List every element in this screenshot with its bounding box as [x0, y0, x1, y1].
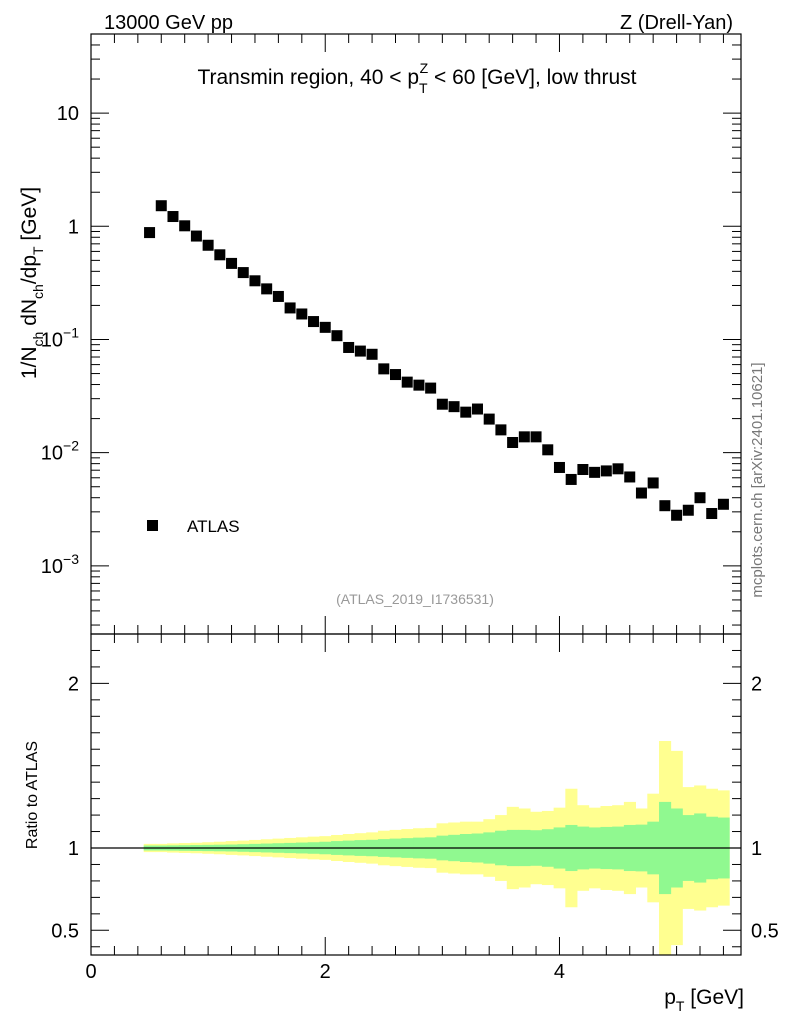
main-y-tick-label: 1 [68, 216, 79, 238]
data-point-atlas [483, 413, 495, 425]
data-point-atlas [717, 498, 729, 510]
data-point-atlas [635, 487, 647, 499]
data-point-atlas [354, 345, 366, 357]
data-point-atlas [378, 363, 390, 375]
ratio-axis-ticks [90, 634, 741, 955]
main-y-tick-label: 10−3 [41, 551, 79, 578]
data-point-atlas [507, 436, 519, 448]
data-point-atlas [448, 401, 460, 413]
data-point-atlas [518, 431, 530, 443]
data-point-atlas [214, 249, 226, 261]
data-point-atlas [144, 227, 156, 239]
data-point-atlas [706, 508, 718, 520]
ratio-y-tick-label-left: 0.5 [51, 920, 79, 942]
data-point-atlas [577, 464, 589, 476]
data-point-atlas [343, 341, 355, 353]
data-point-atlas [624, 471, 636, 483]
legend-label-atlas: ATLAS [187, 517, 240, 536]
watermark: mcplots.cern.ch [arXiv:2401.10621] [749, 362, 766, 597]
ratio-y-tick-label-left: 1 [68, 838, 79, 860]
data-point-atlas [542, 444, 554, 456]
data-point-atlas [436, 398, 448, 410]
x-tick-label: 2 [320, 961, 331, 983]
data-point-atlas [647, 477, 659, 489]
data-point-atlas [565, 473, 577, 485]
tick-labels: 10 1 10−1 10−2 10−3 0.5 0.5 1 1 2 2 0 2 4 [41, 103, 779, 983]
ratio-y-tick-label-right: 2 [751, 673, 762, 695]
x-tick-label: 0 [85, 961, 96, 983]
data-point-atlas [261, 283, 273, 295]
data-point-atlas [249, 275, 261, 287]
x-tick-label: 4 [554, 961, 565, 983]
ratio-y-tick-label-right: 0.5 [751, 920, 779, 942]
data-point-atlas [202, 239, 214, 251]
data-point-atlas [226, 257, 238, 269]
data-point-atlas [694, 492, 706, 504]
data-point-atlas [612, 463, 624, 475]
data-point-atlas [495, 424, 507, 436]
data-point-atlas [530, 431, 542, 443]
data-point-atlas [600, 465, 612, 477]
legend-marker-atlas [147, 520, 158, 531]
header-energy-label: 13000 GeV pp [104, 12, 233, 34]
main-axis-ticks [90, 33, 741, 634]
main-plot-frame [90, 33, 742, 635]
ratio-y-tick-label-left: 2 [68, 673, 79, 695]
data-point-atlas [401, 376, 413, 388]
data-point-atlas [671, 509, 683, 521]
data-point-atlas [589, 466, 601, 478]
main-y-axis-label: 1/Nch dNch/dpT [GeV] [18, 187, 46, 379]
header-process-label: Z (Drell-Yan) [620, 12, 733, 34]
x-axis-label: pT [GeV] [664, 986, 744, 1014]
data-point-atlas [308, 316, 320, 328]
data-point-atlas [319, 321, 331, 333]
data-point-atlas [366, 348, 378, 360]
data-point-atlas [179, 220, 191, 232]
plot-title: Transmin region, 40 < pTZ < 60 [GeV], lo… [197, 60, 636, 96]
ratio-y-tick-label-right: 1 [751, 838, 762, 860]
data-point-atlas [425, 382, 437, 394]
data-point-atlas [331, 330, 343, 342]
data-point-atlas [237, 267, 249, 279]
main-y-tick-label: 10−1 [41, 324, 79, 351]
data-point-atlas [460, 406, 472, 418]
data-point-atlas [155, 200, 167, 212]
data-point-atlas [471, 403, 483, 415]
ratio-y-axis-label: Ratio to ATLAS [24, 741, 41, 849]
main-y-tick-label: 10−2 [41, 438, 79, 465]
data-point-atlas [659, 500, 671, 512]
ratio-plot-frame [90, 633, 742, 956]
data-point-atlas [682, 504, 694, 516]
data-point-atlas [284, 302, 296, 314]
data-point-atlas [390, 369, 402, 381]
data-point-atlas [413, 379, 425, 391]
data-point-atlas [296, 308, 308, 320]
data-point-atlas [167, 211, 179, 223]
analysis-tag: (ATLAS_2019_I1736531) [336, 591, 494, 607]
main-markers [144, 200, 729, 521]
data-point-atlas [553, 461, 565, 473]
data-point-atlas [190, 230, 202, 242]
main-y-tick-label: 10 [57, 103, 79, 125]
data-point-atlas [272, 290, 284, 302]
